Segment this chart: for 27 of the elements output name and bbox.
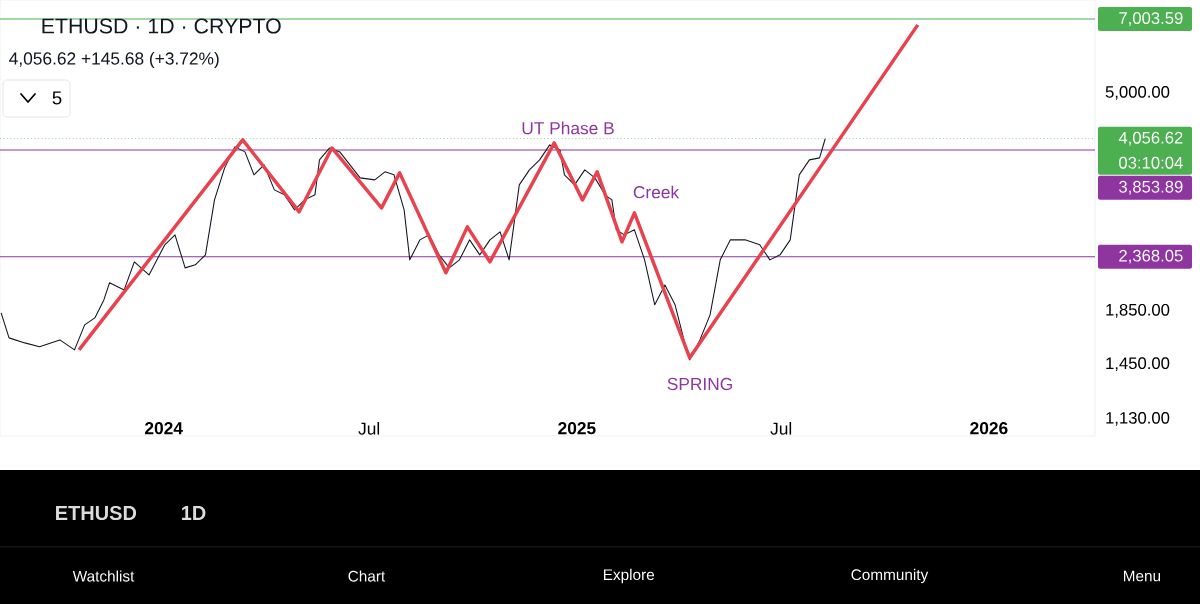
text: Explore: [603, 568, 655, 584]
y-tick-label: 1,850.00: [1106, 303, 1170, 318]
text: Watchlist: [72, 570, 135, 582]
annotation: SPRING: [667, 377, 732, 391]
ref-line-label: 4,056.62: [1118, 131, 1183, 146]
annotation: Creek: [633, 185, 680, 199]
text: ETHUSD: [56, 505, 137, 521]
x-tick-label: 2024: [145, 422, 183, 435]
ref-line-label: 3,853.89: [1119, 180, 1183, 195]
text: ETHUSD · 1D · CRYPTO: [42, 18, 281, 34]
text: Menu: [1123, 570, 1161, 582]
text: 03:10:04: [1119, 156, 1183, 169]
annotation: 5: [52, 91, 62, 105]
x-tick-label: Jul: [770, 422, 792, 435]
y-tick-label: 1,130.00: [1106, 411, 1170, 426]
text: 4,056.62 +145.68 (+3.72%): [9, 51, 219, 69]
x-tick-label: 2025: [558, 422, 596, 435]
text: Chart: [348, 570, 386, 582]
y-tick-label: 1,450.00: [1106, 357, 1170, 372]
x-tick-label: Jul: [358, 422, 380, 435]
x-tick-label: 2026: [970, 422, 1008, 435]
text: Community: [851, 568, 929, 584]
text: 1D: [181, 506, 206, 520]
y-tick-label: 5,000.00: [1105, 85, 1170, 100]
annotation: UT Phase B: [522, 121, 614, 135]
ref-line-label: 2,368.05: [1119, 249, 1183, 264]
ref-line-label: 7,003.59: [1119, 12, 1183, 26]
